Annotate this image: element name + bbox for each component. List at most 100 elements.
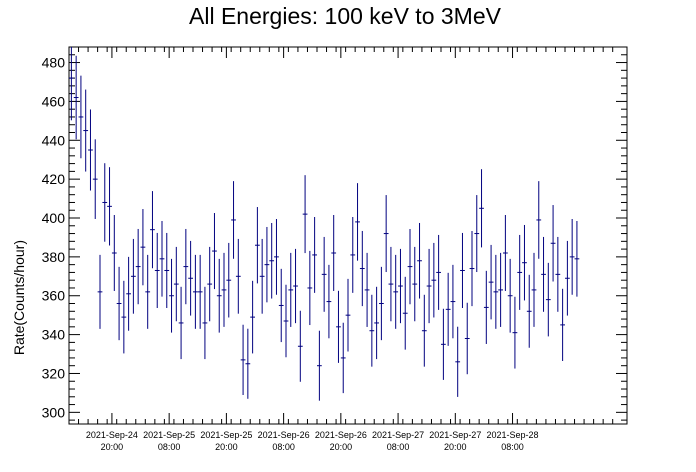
data-point [565, 240, 570, 316]
data-point [412, 246, 418, 322]
data-point [212, 213, 217, 290]
data-point [321, 236, 327, 312]
data-series [69, 47, 580, 401]
data-point [278, 268, 284, 343]
data-point [255, 207, 260, 284]
data-point [121, 280, 127, 354]
data-point [240, 324, 246, 396]
data-point [92, 139, 98, 219]
data-point [154, 232, 160, 309]
data-point [169, 258, 174, 333]
y-tick-label: 380 [42, 249, 66, 265]
x-tick-label-date: 2021-Sep-27 [429, 430, 481, 440]
data-point [507, 258, 513, 333]
data-point [178, 286, 184, 360]
data-point [436, 234, 441, 310]
data-point [312, 217, 317, 293]
y-tick-label: 480 [42, 55, 66, 71]
data-point [207, 246, 213, 322]
data-point [317, 330, 322, 401]
x-tick-label-time: 20:00 [444, 442, 467, 452]
data-point [426, 248, 432, 324]
x-tick-label-date: 2021-Sep-25 [143, 430, 195, 440]
x-tick-label-time: 20:00 [215, 442, 238, 452]
data-point [183, 228, 189, 305]
data-point [111, 215, 117, 291]
data-point [135, 228, 141, 305]
data-point [331, 215, 337, 291]
data-point [159, 220, 165, 297]
data-point [417, 222, 422, 299]
x-tick-label-time: 08:00 [501, 442, 524, 452]
data-point [574, 220, 580, 297]
y-tick-label: 340 [42, 327, 66, 343]
data-point [364, 252, 370, 327]
data-point [369, 294, 375, 367]
y-tick-label: 360 [42, 288, 66, 304]
data-point [474, 195, 480, 273]
data-point [483, 270, 489, 344]
data-point [393, 254, 399, 329]
x-tick-label-time: 20:00 [330, 442, 353, 452]
data-point [293, 248, 298, 324]
data-point [374, 286, 379, 360]
data-point [131, 238, 136, 314]
x-tick-label-time: 08:00 [272, 442, 295, 452]
data-point [536, 181, 542, 259]
data-point [73, 55, 79, 140]
y-tick-label: 320 [42, 365, 66, 381]
data-point [78, 75, 84, 159]
data-point [488, 244, 494, 320]
data-point [526, 274, 532, 348]
y-tick-label: 400 [42, 210, 66, 226]
data-point [345, 278, 351, 352]
y-tick-label: 460 [42, 93, 66, 109]
data-point [126, 256, 131, 331]
data-point [469, 230, 475, 307]
data-point [464, 302, 470, 375]
data-point [302, 175, 308, 254]
x-tick-label-date: 2021-Sep-26 [258, 430, 310, 440]
data-point [340, 322, 346, 394]
data-point [216, 258, 222, 333]
x-tick-label-date: 2021-Sep-26 [315, 430, 367, 440]
data-point [493, 254, 499, 329]
data-point [398, 248, 403, 324]
x-tick-label-time: 08:00 [158, 442, 181, 452]
data-point [140, 209, 146, 286]
data-point [421, 294, 427, 367]
data-point [355, 183, 360, 261]
x-tick-label-time: 20:00 [101, 442, 124, 452]
data-point [221, 252, 227, 327]
data-point [545, 262, 551, 337]
data-point [522, 224, 527, 301]
data-point [150, 191, 155, 269]
y-tick-label: 440 [42, 132, 66, 148]
y-axis: 300 320 340 360 380 400 420 440 460 480 [42, 46, 627, 421]
data-point [441, 308, 446, 380]
data-point [431, 242, 437, 318]
data-point [88, 109, 93, 191]
data-point [235, 238, 241, 314]
data-point [193, 254, 198, 329]
data-point [107, 167, 112, 246]
data-point [388, 246, 394, 322]
data-point [173, 246, 179, 322]
y-axis-label: Rate(Counts/hour) [11, 240, 27, 355]
data-point [336, 290, 341, 363]
data-point [383, 195, 389, 273]
data-point [188, 240, 193, 316]
x-axis: 2021-Sep-24 20:00 2021-Sep-25 08:00 2021-Sep… [78, 47, 614, 452]
data-point [226, 242, 232, 318]
data-point [116, 266, 122, 341]
data-point [460, 232, 465, 309]
data-point [445, 272, 451, 346]
data-point [560, 288, 565, 361]
data-point [264, 226, 270, 303]
data-point [202, 286, 208, 360]
data-point [145, 254, 151, 329]
data-point [541, 236, 546, 312]
data-point [69, 47, 74, 121]
data-point [503, 215, 508, 291]
